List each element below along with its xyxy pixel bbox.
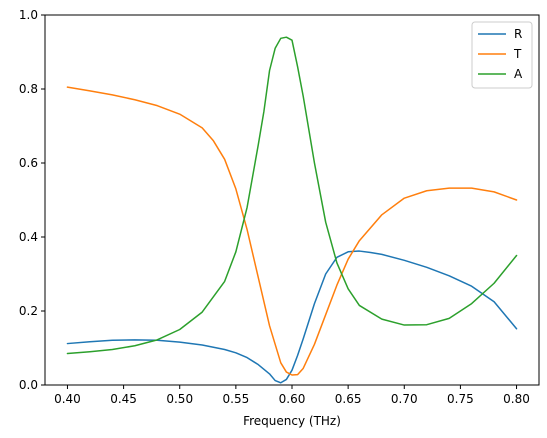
series-line-A	[66, 36, 518, 355]
x-tick-label: 0.80	[503, 392, 530, 406]
x-tick-label: 0.40	[54, 392, 81, 406]
y-tick-label: 0.2	[19, 304, 38, 318]
series-line-T	[66, 86, 518, 376]
x-tick-label: 0.45	[110, 392, 137, 406]
x-tick-label: 0.60	[279, 392, 306, 406]
legend: RTA	[471, 21, 533, 89]
x-tick-label: 0.55	[223, 392, 250, 406]
y-tick-label: 0.8	[19, 82, 38, 96]
y-tick-label: 0.4	[19, 230, 38, 244]
plot-background	[45, 15, 539, 385]
y-tick-label: 1.0	[19, 8, 38, 22]
legend-box	[471, 21, 533, 89]
x-axis-label: Frequency (THz)	[243, 414, 341, 428]
x-tick-label: 0.70	[391, 392, 418, 406]
legend-label-T: T	[513, 47, 522, 61]
x-tick-label: 0.65	[335, 392, 362, 406]
x-tick-label: 0.50	[166, 392, 193, 406]
y-tick-label: 0.6	[19, 156, 38, 170]
y-tick-label: 0.0	[19, 378, 38, 392]
legend-label-R: R	[514, 27, 522, 41]
y-axis: 0.0 0.2 0.4 0.6 0.8 1.0	[19, 8, 45, 392]
series-layer	[66, 36, 518, 384]
legend-label-A: A	[514, 67, 523, 81]
series-line-R	[66, 250, 518, 384]
x-tick-label: 0.75	[447, 392, 474, 406]
x-axis: 0.40 0.45 0.50 0.55 0.60 0.65 0.70 0.75 0.80	[54, 385, 530, 406]
